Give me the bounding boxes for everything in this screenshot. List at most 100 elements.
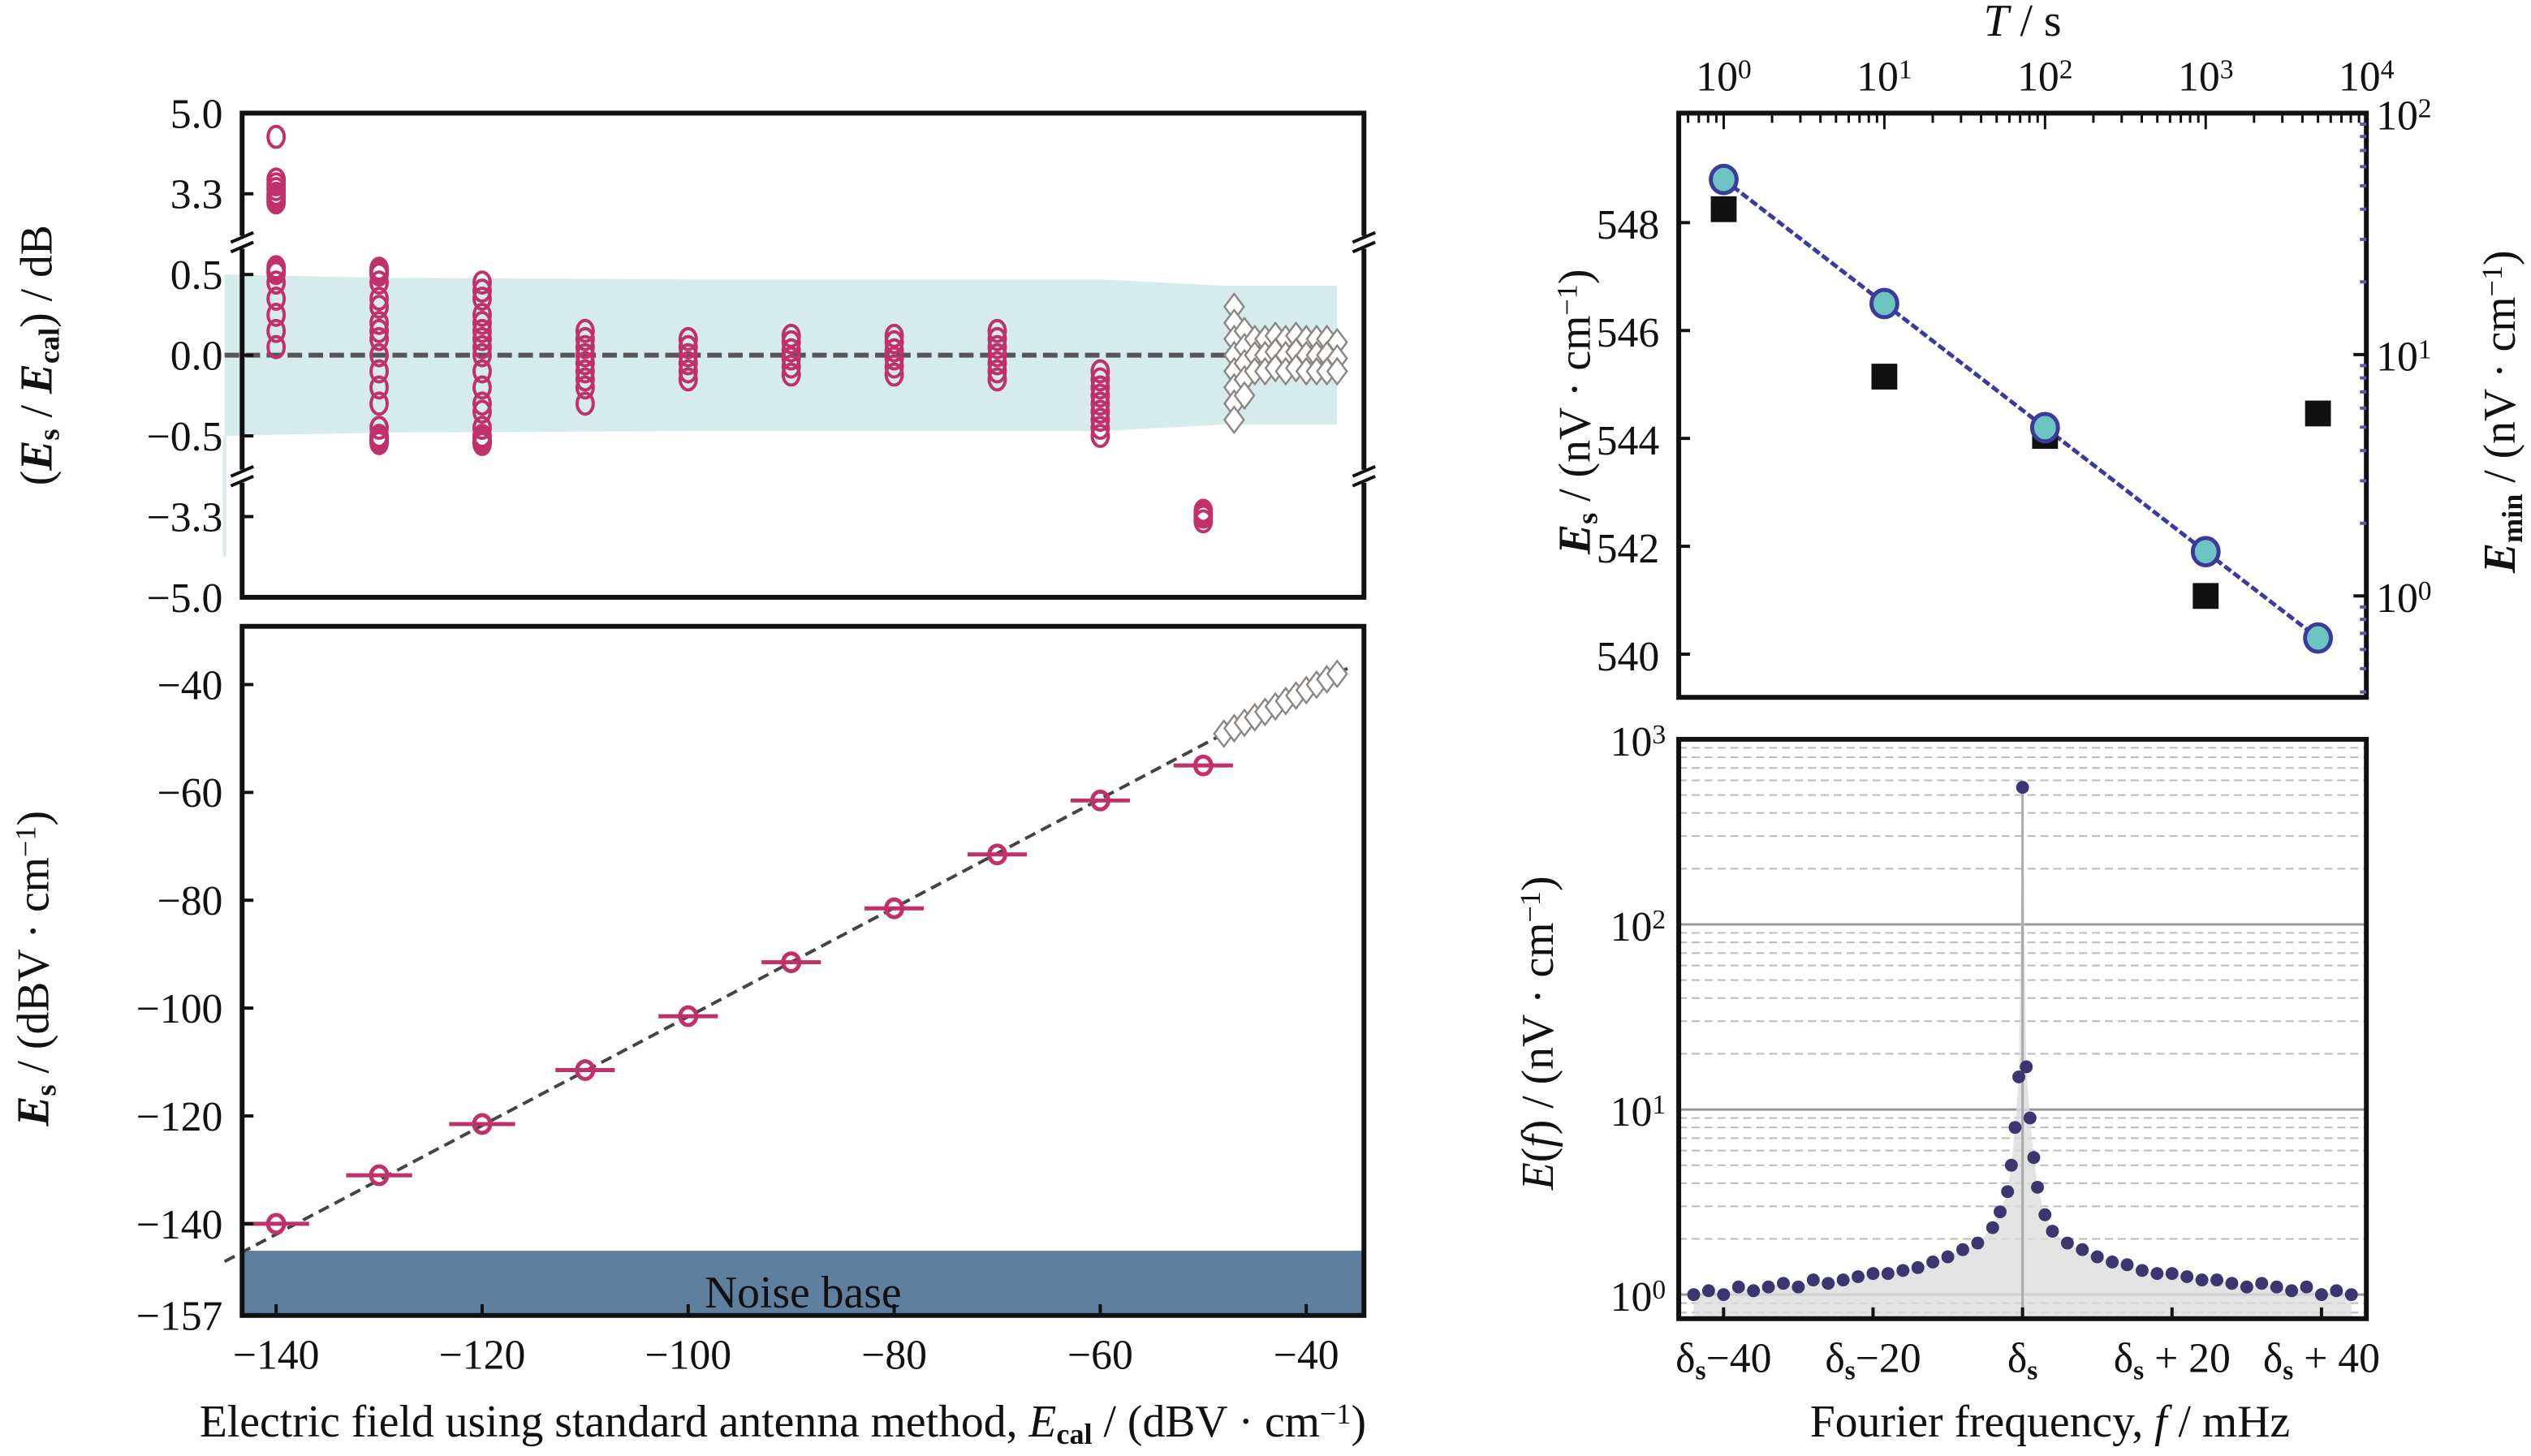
data-point [266,318,287,343]
spectrum-point [1911,1260,1925,1274]
x-tick-label: δs + 20 [2114,1335,2231,1385]
data-point [369,424,389,448]
spectrum-point [2090,1250,2104,1264]
data-point [472,303,492,327]
top-x-tick-label: 104 [2339,54,2395,101]
y-tick-label: −3.3 [147,494,223,541]
spectrum-point [2314,1288,2328,1302]
y-tick-label: 548 [1597,202,1660,248]
data-point [472,375,492,400]
data-point [1090,367,1110,392]
data-point [472,286,492,311]
x-axis-label: Electric field using standard antenna me… [200,1397,1366,1450]
data-point [369,1164,390,1187]
data-point [266,334,287,360]
circle-point [1709,163,1739,196]
data-point [678,1005,699,1027]
spectrum-point [1956,1243,1969,1256]
data-point [987,359,1007,384]
x-tick-label: −60 [1067,1332,1133,1378]
spectrum-point [1971,1236,1985,1250]
data-point [575,1059,596,1081]
data-point [1090,375,1110,400]
data-point [1090,416,1110,441]
spectrum-point [1701,1284,1715,1298]
spectrum-point [2285,1284,2299,1298]
spectrum-point [2150,1267,2164,1281]
data-point [678,334,698,360]
square-point [1710,196,1737,222]
spectrum-point [2038,1208,2052,1221]
square-point [1871,364,1898,390]
data-point [1090,424,1110,448]
spectrum-point [1806,1273,1820,1287]
y-tick-label: −80 [157,878,223,924]
data-point [781,338,801,363]
spectrum-point [1731,1280,1745,1294]
data-point [266,286,287,311]
data-point [781,951,802,974]
y-tick-label: 540 [1597,634,1660,680]
data-point [1193,509,1214,534]
data-point [266,303,287,327]
plot-frame [239,623,1367,1318]
data-point [987,326,1007,351]
axis-break-mark [1352,240,1377,254]
top-x-tick-label: 101 [1856,54,1912,101]
spectrum-point [2344,1288,2358,1302]
data-point [575,359,595,384]
noise-base-label: Noise base [705,1268,902,1318]
data-point [472,359,492,384]
spectrum-point [1792,1280,1805,1294]
square-point [2193,583,2219,610]
right-y-tick-label: 101 [2376,334,2431,381]
data-point [472,342,492,368]
data-point [1090,391,1110,416]
y-tick-label: −120 [136,1094,223,1140]
spectrum-point [2195,1273,2209,1287]
y-axis-label: Es / (nV · cm−1) [1550,269,1604,555]
data-point [266,167,287,192]
y-tick-label: 542 [1597,526,1660,572]
data-point [678,326,698,351]
x-tick-label: δs + 40 [2263,1335,2380,1385]
data-point [369,295,389,319]
y-tick-label: −140 [136,1202,223,1248]
data-point [575,342,595,368]
spectrum-point [1822,1277,1835,1290]
y-tick-label: −0.5 [147,414,223,460]
spectrum-point [1941,1250,1955,1264]
spectrum-point [1994,1205,2007,1219]
data-point [1090,399,1110,424]
data-point [987,351,1007,376]
panel-spectrum: δs−40 δs−20 δs δs + 20 δs + 40 100 101 102 103 E(… [1513,719,2380,1447]
noise-base-band [242,1251,1365,1316]
data-point [472,399,492,424]
spectrum-point [2135,1264,2149,1277]
data-point [1089,789,1110,812]
data-point [266,255,287,280]
data-point [678,351,698,376]
y-tick-label: 100 [1610,1274,1666,1320]
data-point [369,286,389,311]
spectrum-point [2255,1277,2269,1290]
circle-point [1869,287,1899,320]
y-axis-label: E(f) / (nV · cm−1) [1513,876,1563,1191]
top-x-axis-label: T / s [1984,0,2062,46]
data-point [472,310,492,335]
data-point [1090,383,1110,408]
y-tick-label: 0.5 [170,252,223,299]
data-point [678,367,698,392]
spectrum-point [2008,1121,2022,1135]
data-point [369,326,389,351]
x-axis-label: Fourier frequency, f / mHz [1810,1397,2290,1447]
spectrum-point [1836,1273,1850,1287]
diamond-point [1222,405,1245,435]
circle-point [2190,536,2221,568]
data-point [1090,359,1110,384]
spectrum-point [1747,1284,1761,1298]
data-point [472,424,492,448]
panel-linearity: Noise base −140 −120 −100 −80 −60 −40 −40 −60 −80… [9,623,1367,1450]
data-point [472,270,492,295]
